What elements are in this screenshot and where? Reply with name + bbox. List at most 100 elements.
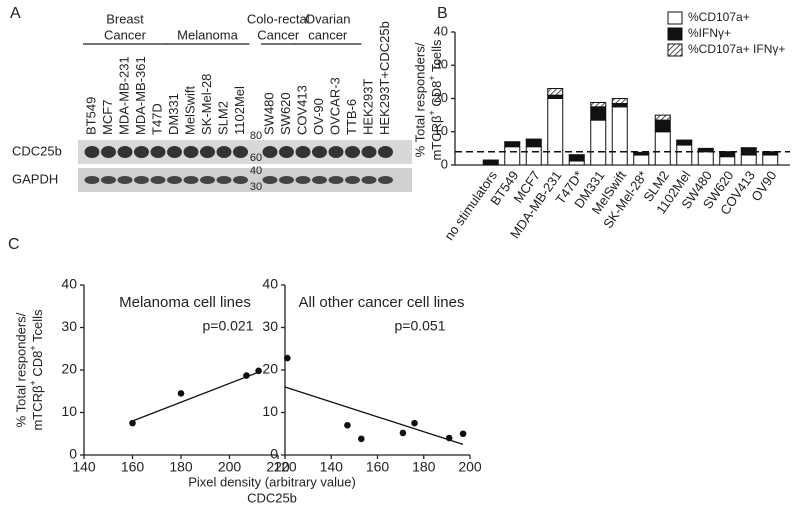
annotation: p=0.021 <box>203 318 254 334</box>
x-axis-label: Pixel density (arbitrary value) <box>188 474 356 489</box>
point <box>344 421 351 429</box>
band <box>378 146 393 158</box>
band <box>295 176 311 184</box>
bar-segment <box>740 154 757 166</box>
row-label: CDC25b <box>12 143 62 158</box>
point <box>255 367 262 375</box>
bar-segment <box>697 151 714 166</box>
bar-segment <box>504 146 521 166</box>
x-tick-label: no stimulators <box>441 168 500 243</box>
point <box>445 434 453 442</box>
panel-label: B <box>437 5 448 22</box>
band <box>361 146 377 158</box>
bar-segment <box>504 142 521 148</box>
band <box>200 176 215 184</box>
bar-segment <box>676 144 693 166</box>
y-tick-label: 30 <box>262 318 278 334</box>
point <box>177 390 185 397</box>
y-tick-label: 40 <box>434 23 448 38</box>
x-axis-label: CDC25b <box>247 490 297 505</box>
marker-label: 40 <box>250 165 262 177</box>
band <box>279 176 294 184</box>
band <box>233 146 248 158</box>
lane-label: SK-Mel-28 <box>199 74 214 135</box>
bar-segment <box>676 139 693 142</box>
lane-label: SLM2 <box>215 101 230 135</box>
x-tick-label: 180 <box>412 459 436 475</box>
point <box>459 430 467 438</box>
x-tick-label: 200 <box>458 459 482 475</box>
point <box>129 419 136 427</box>
y-axis-label-part: + <box>28 380 38 385</box>
legend-label: %CD107a+ IFNγ+ <box>688 42 785 56</box>
y-axis-label-part: + <box>427 110 437 115</box>
lane-label: OVCAR-3 <box>327 77 342 135</box>
bar-segment <box>633 154 650 166</box>
band <box>312 146 327 158</box>
legend-label: %IFNγ+ <box>688 26 731 40</box>
panel-label: A <box>10 5 21 22</box>
y-axis-label-part: CD8 <box>30 351 45 381</box>
band <box>312 176 327 184</box>
y-axis-label-part: mTCRβ <box>30 386 45 431</box>
bar-segment <box>633 151 650 154</box>
bar-segment <box>568 160 585 166</box>
band <box>134 176 149 184</box>
band <box>101 176 116 184</box>
group-label: Cancer <box>257 27 300 42</box>
y-tick-label: 0 <box>69 446 77 462</box>
band <box>216 176 232 184</box>
panel-label: C <box>8 236 20 253</box>
bar-segment <box>740 147 757 149</box>
marker-label: 80 <box>250 130 262 142</box>
lane-label: HEK293T+CDC25b <box>377 21 392 135</box>
annotation: p=0.051 <box>395 318 446 334</box>
lane-label: T47D <box>149 103 164 135</box>
band <box>167 176 182 184</box>
x-tick-label: 180 <box>169 459 193 475</box>
y-tick-label: 10 <box>434 123 448 138</box>
bar-segment <box>719 156 736 166</box>
fit-line <box>132 371 259 422</box>
bar-segment <box>504 141 521 144</box>
x-tick-label: 160 <box>121 459 145 475</box>
bar-segment <box>654 119 671 133</box>
band <box>150 146 166 158</box>
group-label: cancer <box>308 27 348 42</box>
bar-segment <box>547 98 564 166</box>
group-label: Melanoma <box>177 27 238 42</box>
lane-label: OV-90 <box>311 98 326 135</box>
bar-segment <box>611 106 628 166</box>
bar-segment <box>568 155 585 162</box>
legend-label: %CD107a+ <box>688 10 750 24</box>
band <box>84 146 100 158</box>
band <box>134 146 149 158</box>
y-tick-label: 20 <box>262 361 278 377</box>
bar-segment <box>762 154 779 166</box>
y-axis-label-part: mTCRβ <box>429 116 444 161</box>
y-tick-label: 20 <box>434 90 448 105</box>
point <box>411 419 418 427</box>
band <box>345 176 360 184</box>
group-label: Ovarian <box>305 11 351 26</box>
bar-segment <box>590 106 607 121</box>
y-axis-label: % Total responders/ <box>412 42 427 157</box>
bar-segment <box>697 147 714 150</box>
lane-label: MDA-MB-231 <box>116 56 131 135</box>
bar-segment <box>719 151 736 158</box>
band <box>101 146 116 158</box>
band <box>295 146 311 158</box>
fit-line <box>284 386 464 445</box>
y-axis-label: mTCRβ+ CD8+ Tcells <box>427 39 444 161</box>
band <box>117 146 133 158</box>
marker-label: 60 <box>250 152 262 164</box>
legend-swatch <box>667 11 683 25</box>
band <box>183 176 199 184</box>
lane-label: 1102Mel <box>232 86 247 135</box>
x-tick-label: 200 <box>218 459 242 475</box>
y-tick-label: 40 <box>61 276 77 292</box>
lane-label: HEK293T <box>360 79 375 135</box>
bar-segment <box>525 146 542 166</box>
band <box>200 146 215 158</box>
